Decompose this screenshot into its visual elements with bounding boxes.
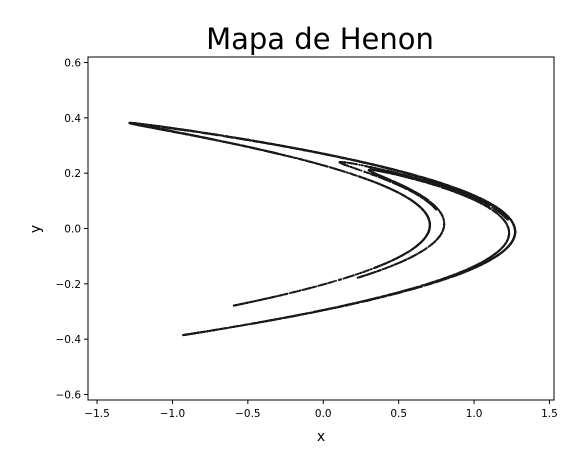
data-point xyxy=(358,163,361,166)
data-point xyxy=(355,273,358,276)
chart-title: Mapa de Henon xyxy=(206,22,434,56)
data-point xyxy=(301,289,304,292)
scatter-points xyxy=(128,121,517,337)
data-point xyxy=(334,279,337,282)
